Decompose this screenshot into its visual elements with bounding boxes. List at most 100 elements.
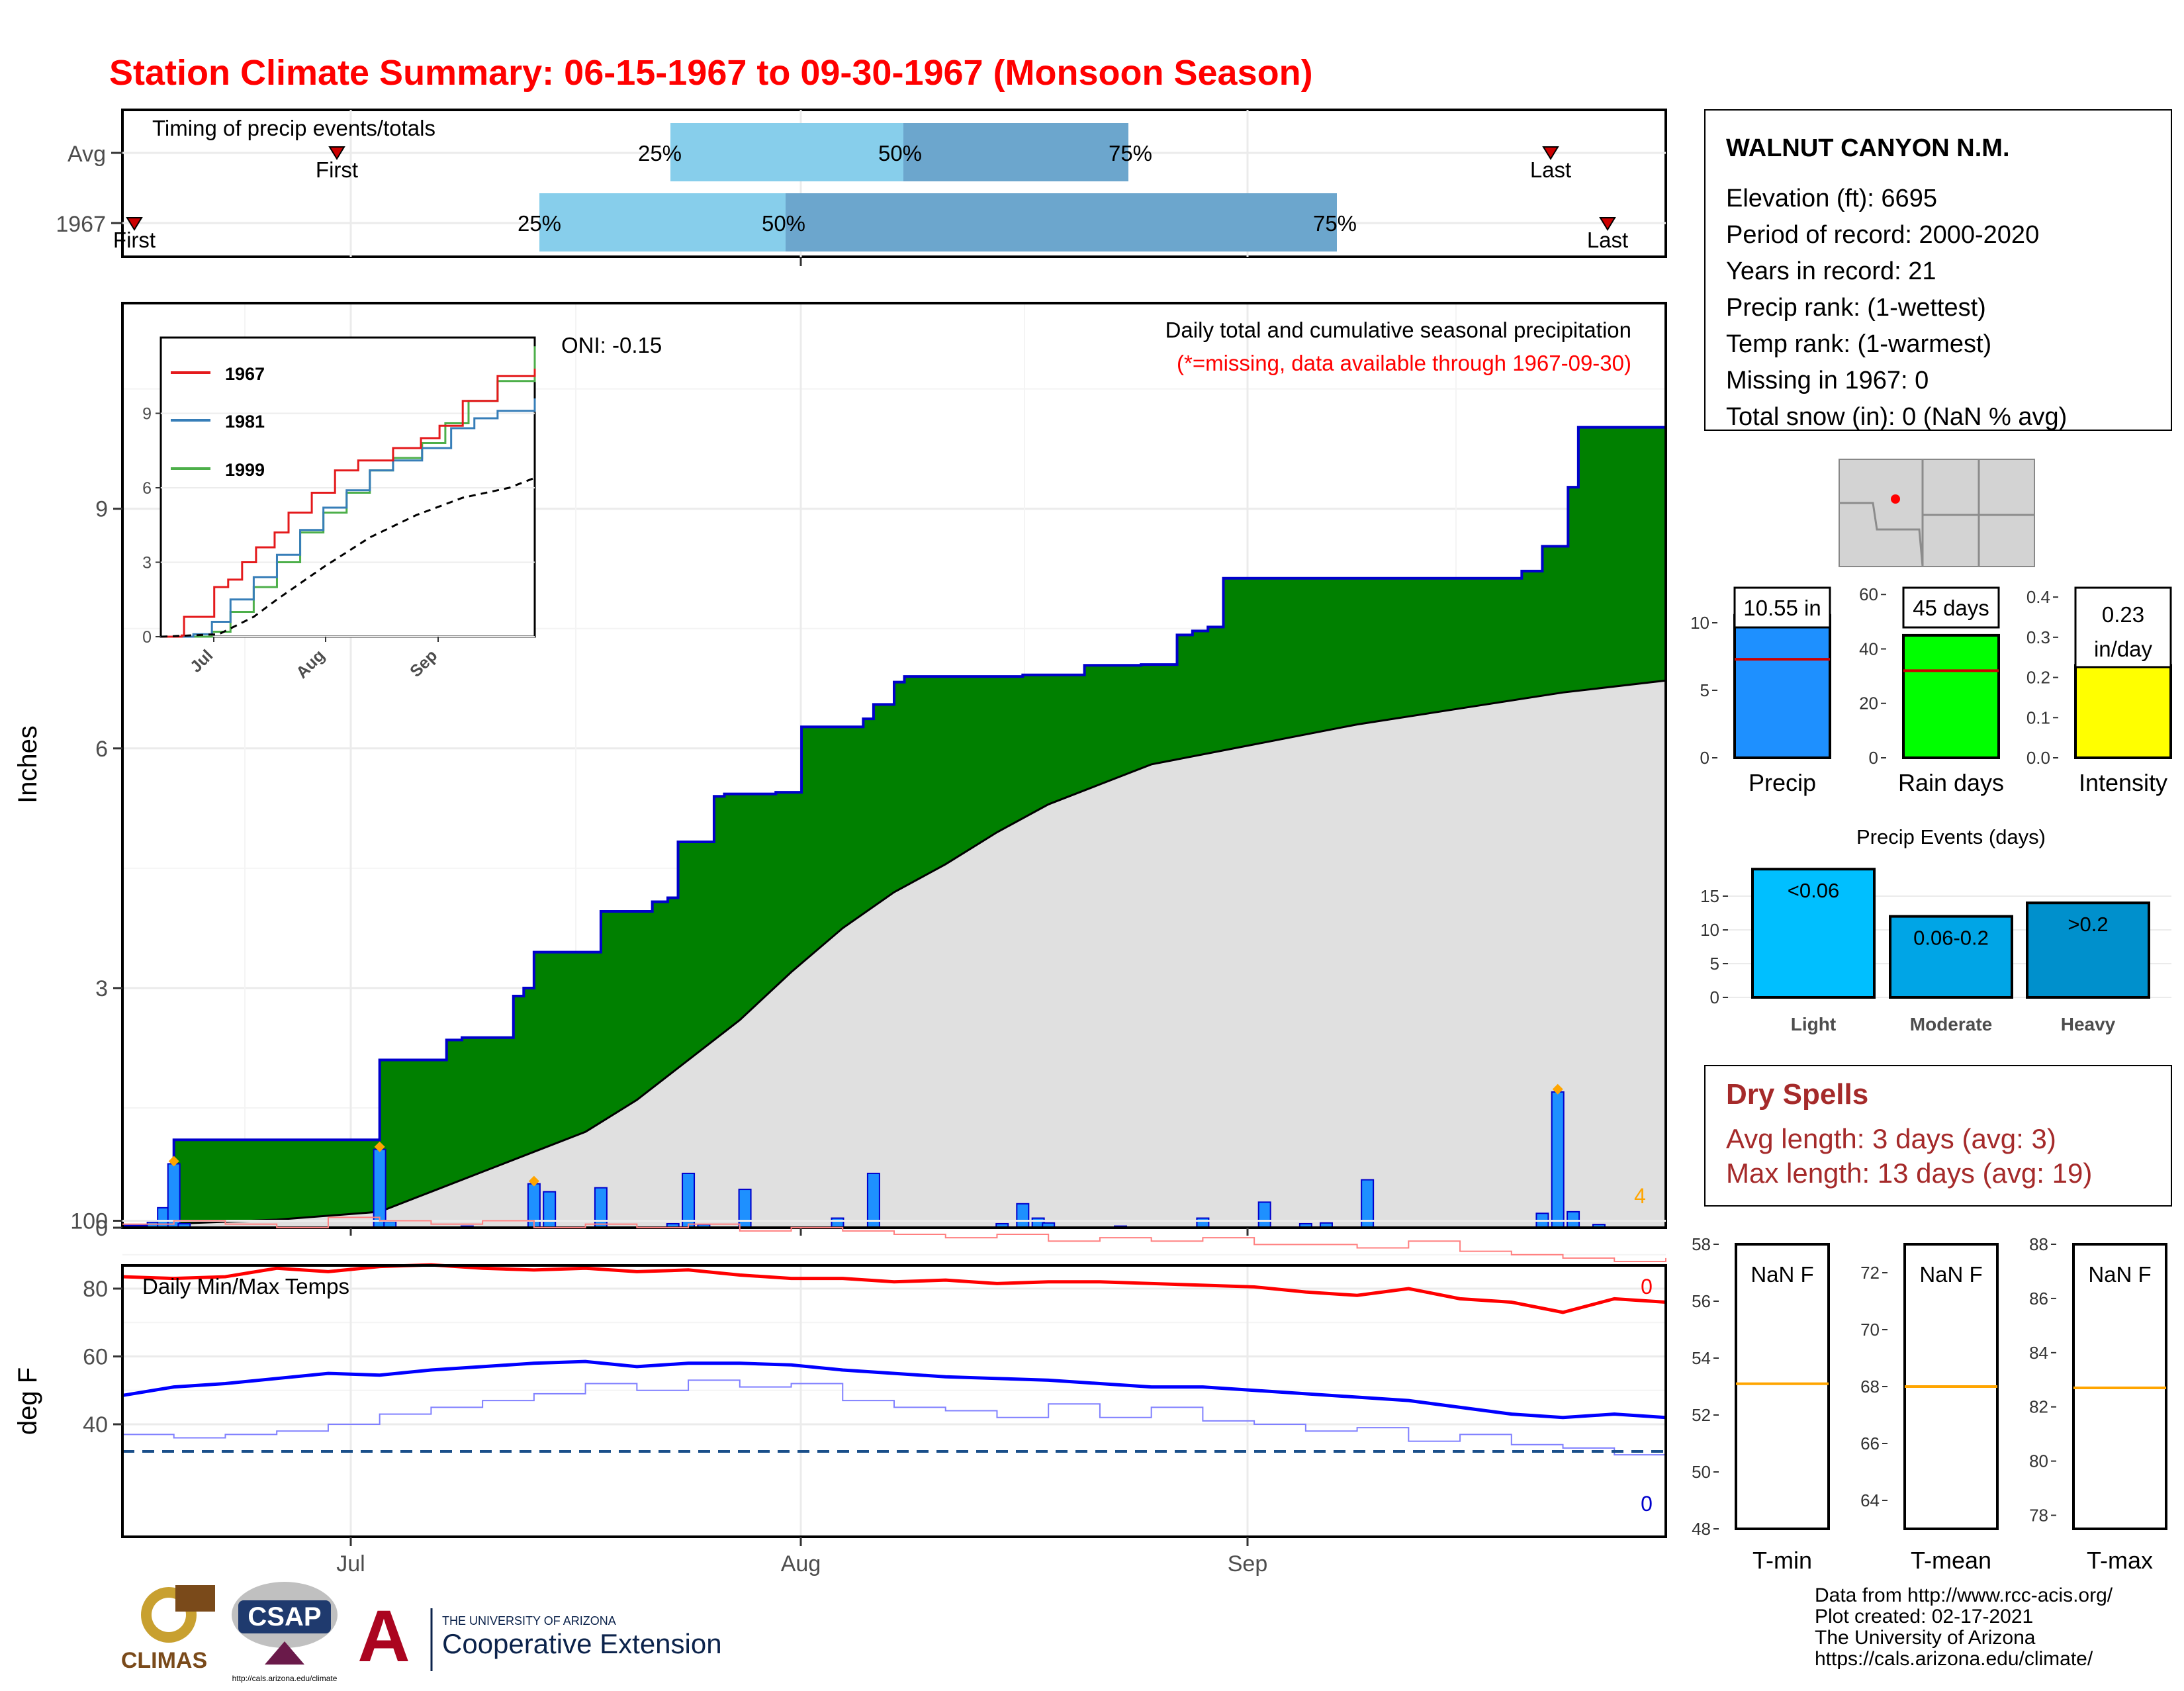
daily-precip-bar-22 (1196, 1217, 1210, 1228)
daily-precip-bar-12 (682, 1172, 696, 1228)
corner-count: 4 (1634, 1184, 1646, 1208)
avg-p75-label: 75% (1109, 141, 1152, 165)
daily-precip-bar-16 (866, 1172, 880, 1228)
events-moderate-label: Moderate (1910, 1014, 1992, 1034)
precip-ylabel: Inches (13, 725, 42, 803)
cumulative-1967-line (122, 385, 1667, 1228)
temp-box-ytick-1-2: 68 (1860, 1377, 1880, 1396)
avg-first-label: First (316, 158, 358, 182)
csap-logo-url: http://cals.arizona.edu/climate (232, 1674, 338, 1683)
temperature-summary-boxes: 48 50 52 54 56 58 64 66 68 70 72 78 80 82 84 86 88 (1692, 1234, 2167, 1539)
info-precip-rank: Precip rank: (1-wettest) (1726, 294, 1986, 322)
temp-box-ytick-2-5: 88 (2029, 1234, 2048, 1254)
1967-last-marker-icon (1599, 217, 1616, 231)
station-info-box: WALNUT CANYON N.M. Elevation (ft): 6695 … (1704, 109, 2172, 431)
tmax-count: 0 (1641, 1275, 1653, 1299)
mini-ytick-0-2: 10 (1690, 613, 1709, 633)
info-years: Years in record: 21 (1726, 257, 1936, 285)
tmin-record-line (122, 1379, 1666, 1459)
mini-ytick-0-1: 5 (1700, 680, 1709, 700)
mini-bar-0 (1733, 614, 1831, 760)
mini-ytick-2-3: 0.3 (2026, 627, 2050, 647)
events-heavy-label: Heavy (2061, 1014, 2116, 1034)
temp-box-ytick-1-4: 72 (1860, 1263, 1880, 1283)
logos: CLIMAS CSAP http://cals.arizona.edu/clim… (121, 1582, 722, 1683)
precip-ytick-0: 0 (95, 1216, 108, 1241)
tmin-count: 0 (1641, 1492, 1653, 1516)
footer-url: https://cals.arizona.edu/climate/ (1815, 1648, 2093, 1670)
timing-row-avg: Avg (68, 142, 106, 167)
info-missing: Missing in 1967: 0 (1726, 367, 1929, 394)
info-snow: Total snow (in): 0 (NaN % avg) (1726, 403, 2067, 431)
daily-precip-bar-15 (831, 1217, 844, 1228)
1967-p50-label: 50% (762, 211, 805, 236)
summary-bar-charts: 0 5 10 0 20 40 60 0.0 0.1 0.2 0.3 0.4 (1690, 584, 2172, 768)
daily-precip-bar-3 (167, 1163, 181, 1228)
mini-ytick-1-3: 60 (1859, 584, 1878, 604)
temp-box-ytick-0-0: 48 (1692, 1519, 1711, 1539)
temp-ytick-100: 100 (70, 1209, 108, 1234)
1967-first-label: First (113, 228, 156, 252)
temp-ytick-40: 40 (83, 1412, 108, 1438)
events-ytick-0: 0 (1710, 987, 1719, 1007)
avg-p25-label: 25% (638, 141, 682, 165)
1967-early-quartile-bar (539, 193, 786, 251)
events-light-label: Light (1791, 1014, 1836, 1034)
info-elevation: Elevation (ft): 6695 (1726, 185, 1937, 212)
daily-max-marker-5 (374, 1141, 385, 1152)
temp-box-labels: NaN F T-min NaN F T-mean NaN F T-max (1751, 1262, 2153, 1574)
oni-label: ONI: -0.15 (561, 333, 662, 357)
temp-box-ytick-2-0: 78 (2029, 1506, 2048, 1526)
daily-precip-bar-14 (738, 1189, 752, 1228)
temp-box-ytick-0-2: 52 (1692, 1405, 1711, 1425)
legend-1981: 1981 (225, 412, 265, 432)
inset-line-1981 (161, 398, 536, 638)
precip-value: 10.55 in (1743, 596, 1821, 620)
events-bar-1 (1889, 915, 2013, 999)
mini-ytick-2-0: 0.0 (2026, 748, 2050, 768)
events-ytick-10: 10 (1700, 920, 1719, 940)
raindays-label: Rain days (1898, 769, 2004, 796)
mini-bar-value-box-0 (1733, 586, 1831, 629)
precip-ytick-9: 9 (95, 497, 108, 522)
mini-ytick-1-1: 20 (1859, 694, 1878, 713)
temp-ylabel: deg F (13, 1367, 42, 1435)
footer-data-source: Data from http://www.rcc-acis.org/ (1815, 1584, 2113, 1606)
dry-spells-avg: Avg length: 3 days (avg: 3) (1726, 1123, 2056, 1154)
dry-spells-box: Dry Spells Avg length: 3 days (avg: 3) M… (1704, 1065, 2172, 1207)
mini-bar-2 (2074, 664, 2172, 759)
temp-box-ytick-0-1: 50 (1692, 1462, 1711, 1482)
footer-plot-date: Plot created: 02-17-2021 (1815, 1606, 2033, 1627)
avg-last-marker-icon (1542, 146, 1559, 160)
footer-credits: Data from http://www.rcc-acis.org/ Plot … (1815, 1584, 2113, 1670)
precip-label: Precip (1749, 769, 1816, 796)
daily-max-marker-3 (168, 1156, 179, 1167)
1967-p75-label: 75% (1313, 211, 1357, 236)
avg-cumulative-line (122, 679, 1666, 1229)
avg-first-marker-icon (328, 146, 345, 160)
1967-first-marker-icon (126, 217, 143, 231)
avg-late-quartile-bar (903, 123, 1128, 181)
precip-caption: Daily total and cumulative seasonal prec… (1165, 318, 1631, 342)
precip-panel: 0 3 6 9 Inches ONI: -0.15 Daily total and c… (13, 302, 1667, 1241)
inset-line-1967 (161, 369, 536, 638)
avg-cumulative-area (122, 680, 1666, 1228)
daily-precip-bar-23 (1257, 1201, 1271, 1228)
temp-box-ytick-0-3: 54 (1692, 1348, 1711, 1368)
1967-late-quartile-bar (786, 193, 1337, 251)
info-period: Period of record: 2000-2020 (1726, 221, 2039, 249)
temp-box-ytick-1-0: 64 (1860, 1490, 1880, 1510)
events-ytick-15: 15 (1700, 886, 1719, 906)
mini-bar-value-box-2 (2074, 586, 2172, 668)
tmean-box-value: NaN F (1919, 1262, 1982, 1287)
mini-ytick-2-2: 0.2 (2026, 668, 2050, 688)
temp-box-ytick-2-3: 84 (2029, 1343, 2048, 1363)
inset-legend: 1967 1981 1999 (171, 364, 265, 480)
mini-ytick-1-2: 40 (1859, 639, 1878, 659)
events-value-0: <0.06 (1788, 879, 1839, 902)
daily-precip-bar-5 (373, 1148, 387, 1228)
mini-ytick-0-0: 0 (1700, 748, 1709, 768)
tmax-record-line (122, 1216, 1666, 1262)
